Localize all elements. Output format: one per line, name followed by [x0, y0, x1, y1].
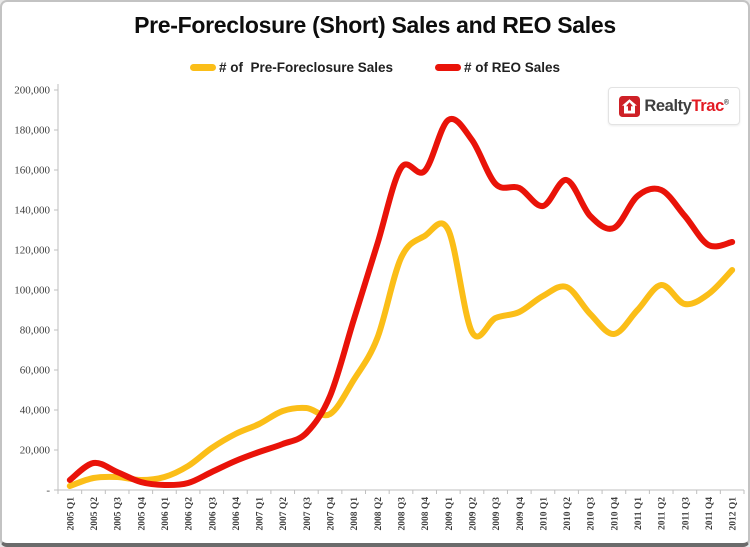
logo-wordmark: RealtyTrac® [644, 96, 729, 116]
svg-text:2006 Q2: 2006 Q2 [185, 497, 195, 531]
svg-text:2011 Q4: 2011 Q4 [705, 497, 715, 530]
svg-text:40,000: 40,000 [20, 405, 51, 417]
legend-item-pre-foreclosure: # of Pre-Foreclosure Sales [189, 60, 394, 75]
svg-text:80,000: 80,000 [20, 325, 51, 337]
svg-text:2007 Q3: 2007 Q3 [303, 497, 313, 531]
realtytrac-logo: RealtyTrac® [608, 87, 740, 125]
chart-title: Pre-Foreclosure (Short) Sales and REO Sa… [134, 12, 616, 38]
svg-text:2010 Q4: 2010 Q4 [610, 497, 620, 531]
svg-text:2012 Q1: 2012 Q1 [729, 497, 739, 531]
house-arrow-icon [619, 95, 641, 117]
svg-text:2005 Q4: 2005 Q4 [137, 497, 147, 531]
svg-text:60,000: 60,000 [20, 365, 51, 377]
legend-label-pre-foreclosure: # of Pre-Foreclosure Sales [218, 60, 394, 75]
svg-text:2006 Q3: 2006 Q3 [208, 497, 218, 531]
svg-text:100,000: 100,000 [14, 285, 50, 297]
svg-text:20,000: 20,000 [20, 445, 51, 457]
svg-text:180,000: 180,000 [14, 125, 50, 137]
legend-item-reo: # of REO Sales [435, 60, 560, 75]
svg-text:2010 Q3: 2010 Q3 [587, 497, 597, 531]
chart-legend: # of Pre-Foreclosure Sales # of REO Sale… [2, 60, 748, 75]
svg-text:2007 Q4: 2007 Q4 [327, 497, 337, 531]
registered-mark: ® [723, 99, 729, 106]
svg-text:2008 Q3: 2008 Q3 [398, 497, 408, 531]
svg-text:2011 Q1: 2011 Q1 [634, 497, 644, 530]
svg-text:2009 Q1: 2009 Q1 [445, 497, 455, 531]
svg-text:2005 Q1: 2005 Q1 [66, 497, 76, 531]
svg-text:2006 Q1: 2006 Q1 [161, 497, 171, 531]
svg-text:2009 Q2: 2009 Q2 [468, 497, 478, 531]
svg-text:2007 Q2: 2007 Q2 [279, 497, 289, 531]
svg-text:-: - [46, 485, 50, 497]
svg-text:2008 Q1: 2008 Q1 [350, 497, 360, 531]
series-line-reo [66, 115, 736, 489]
series-line-pre-foreclosure [66, 220, 736, 489]
svg-text:140,000: 140,000 [14, 205, 50, 217]
svg-text:2010 Q2: 2010 Q2 [563, 497, 573, 531]
svg-text:2011 Q2: 2011 Q2 [658, 497, 668, 530]
svg-text:2008 Q4: 2008 Q4 [421, 497, 431, 531]
logo-realty-text: Realty [644, 96, 692, 115]
svg-text:2006 Q4: 2006 Q4 [232, 497, 242, 531]
svg-text:2007 Q1: 2007 Q1 [256, 497, 266, 531]
reo-line-swatch-icon [435, 64, 462, 71]
svg-text:2008 Q2: 2008 Q2 [374, 497, 384, 531]
logo-trac-text: Trac [691, 96, 725, 115]
svg-text:200,000: 200,000 [14, 85, 50, 97]
svg-text:160,000: 160,000 [14, 165, 50, 177]
svg-text:2009 Q3: 2009 Q3 [492, 497, 502, 531]
svg-text:2005 Q2: 2005 Q2 [90, 497, 100, 531]
svg-text:2010 Q1: 2010 Q1 [539, 497, 549, 531]
legend-label-reo: # of REO Sales [464, 60, 561, 75]
svg-text:2005 Q3: 2005 Q3 [114, 497, 124, 531]
svg-text:2011 Q3: 2011 Q3 [681, 497, 691, 530]
svg-text:120,000: 120,000 [14, 245, 50, 257]
pre-foreclosure-line-swatch-icon [189, 64, 216, 71]
svg-text:2009 Q4: 2009 Q4 [516, 497, 526, 531]
